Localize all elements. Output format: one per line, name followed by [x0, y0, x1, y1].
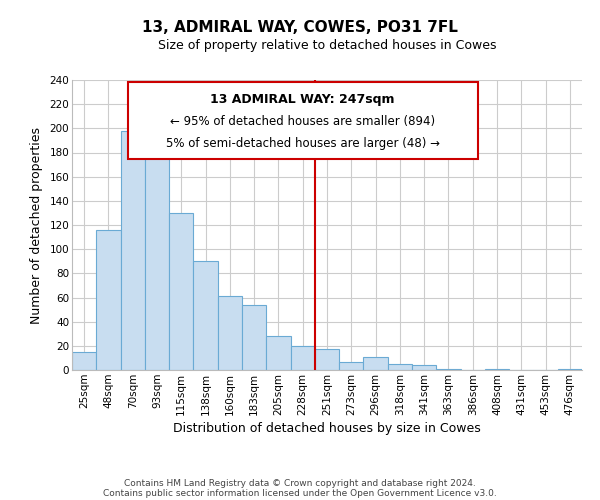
Bar	[72, 352, 96, 370]
Text: 13 ADMIRAL WAY: 247sqm: 13 ADMIRAL WAY: 247sqm	[211, 94, 395, 106]
Bar	[145, 139, 169, 370]
Text: 13, ADMIRAL WAY, COWES, PO31 7FL: 13, ADMIRAL WAY, COWES, PO31 7FL	[142, 20, 458, 35]
Bar	[339, 362, 364, 370]
Bar	[412, 365, 436, 370]
Y-axis label: Number of detached properties: Number of detached properties	[29, 126, 43, 324]
Bar	[121, 130, 145, 370]
Bar	[266, 336, 290, 370]
Text: Contains public sector information licensed under the Open Government Licence v3: Contains public sector information licen…	[103, 488, 497, 498]
Bar	[242, 304, 266, 370]
Bar	[290, 346, 315, 370]
Bar	[96, 230, 121, 370]
Title: Size of property relative to detached houses in Cowes: Size of property relative to detached ho…	[158, 40, 496, 52]
Bar	[485, 369, 509, 370]
Bar	[169, 213, 193, 370]
Bar	[436, 369, 461, 370]
Bar	[558, 369, 582, 370]
FancyBboxPatch shape	[128, 82, 478, 158]
Bar	[193, 261, 218, 370]
Text: Contains HM Land Registry data © Crown copyright and database right 2024.: Contains HM Land Registry data © Crown c…	[124, 478, 476, 488]
Bar	[315, 350, 339, 370]
X-axis label: Distribution of detached houses by size in Cowes: Distribution of detached houses by size …	[173, 422, 481, 435]
Bar	[218, 296, 242, 370]
Text: ← 95% of detached houses are smaller (894): ← 95% of detached houses are smaller (89…	[170, 115, 435, 128]
Bar	[364, 356, 388, 370]
Bar	[388, 364, 412, 370]
Text: 5% of semi-detached houses are larger (48) →: 5% of semi-detached houses are larger (4…	[166, 137, 440, 150]
